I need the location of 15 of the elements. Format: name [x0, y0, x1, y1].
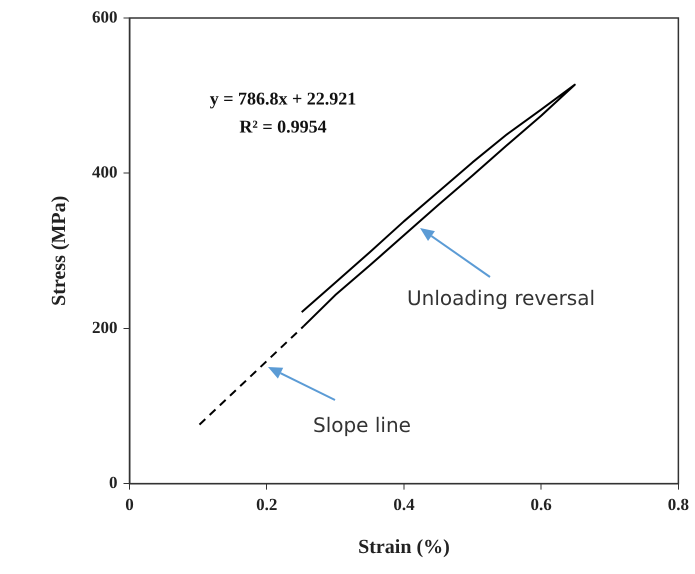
x-tick-label: 0.2	[256, 495, 278, 514]
x-tick-label: 0.6	[530, 495, 552, 514]
x-tick-label: 0.8	[668, 495, 689, 514]
x-tick-label: 0	[125, 495, 134, 514]
annotation: Slope line	[313, 413, 411, 438]
y-tick-label: 0	[109, 472, 118, 492]
x-axis-title: Strain (%)	[358, 536, 450, 558]
annotation: y = 786.8x + 22.921	[210, 88, 356, 109]
y-tick-label: 400	[92, 162, 118, 182]
y-tick-label: 600	[92, 7, 118, 26]
x-tick-label: 0.4	[393, 495, 416, 514]
y-tick-label: 200	[92, 318, 118, 337]
annotation: Unloading reversal	[407, 286, 596, 310]
annotation: R² = 0.9954	[239, 116, 327, 137]
y-axis-title: Stress (MPa)	[48, 196, 70, 306]
